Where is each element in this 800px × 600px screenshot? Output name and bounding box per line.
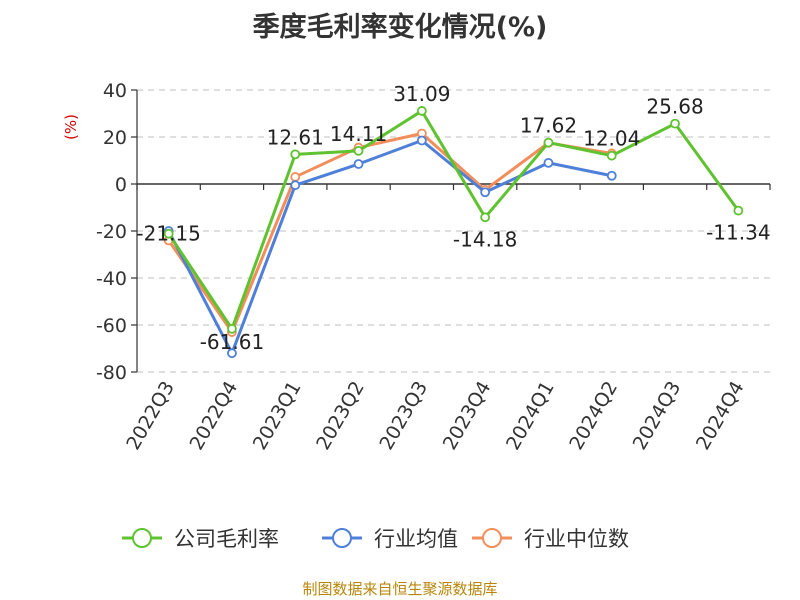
legend-label: 行业中位数 <box>524 527 629 551</box>
data-point[interactable] <box>606 150 617 161</box>
data-point[interactable] <box>416 106 427 116</box>
series-1 <box>163 135 617 359</box>
data-label: -61.61 <box>200 330 264 354</box>
data-label: 12.04 <box>583 127 640 151</box>
y-tick-label: -80 <box>96 362 127 384</box>
data-label: 17.62 <box>520 114 577 138</box>
y-tick-label: 20 <box>103 127 127 149</box>
data-point[interactable] <box>543 157 554 168</box>
x-tick-label: 2023Q4 <box>439 378 496 454</box>
data-point[interactable] <box>290 149 301 160</box>
data-label: 14.11 <box>330 122 387 146</box>
data-point[interactable] <box>227 348 237 359</box>
y-tick-label: -20 <box>96 221 127 243</box>
x-tick-label: 2023Q1 <box>249 378 306 454</box>
series-0 <box>163 106 744 334</box>
series-line <box>167 131 612 334</box>
legend-item-1[interactable]: 行业均值 <box>322 527 458 551</box>
data-point[interactable] <box>416 135 427 146</box>
x-tick-label: 2024Q3 <box>629 378 686 454</box>
legend-label: 行业均值 <box>374 527 458 551</box>
legend-circle-icon <box>482 528 502 548</box>
data-point[interactable] <box>733 205 744 216</box>
data-point[interactable] <box>353 145 364 156</box>
data-point[interactable] <box>480 212 491 223</box>
series-line <box>167 109 740 331</box>
series-line <box>167 139 613 355</box>
x-tick-label: 2022Q4 <box>186 378 243 454</box>
x-tick-label: 2024Q2 <box>565 378 622 454</box>
data-point[interactable] <box>227 323 237 334</box>
data-point[interactable] <box>290 172 301 182</box>
data-point[interactable] <box>670 118 680 129</box>
y-tick-label: -60 <box>96 315 127 337</box>
series <box>163 106 744 359</box>
data-label: 31.09 <box>393 82 450 106</box>
x-tick-label: 2023Q3 <box>375 378 432 454</box>
chart-title: 季度毛利率变化情况(%) <box>253 11 548 43</box>
data-point[interactable] <box>290 180 301 191</box>
data-point[interactable] <box>606 170 617 181</box>
data-point[interactable] <box>543 137 554 148</box>
source-note: 制图数据来自恒生聚源数据库 <box>302 580 497 598</box>
legend-label: 公司毛利率 <box>174 527 279 551</box>
data-label: 25.68 <box>646 95 703 119</box>
data-point[interactable] <box>480 187 491 198</box>
y-tick-label: -40 <box>96 268 127 290</box>
y-axis-unit: (%) <box>62 114 80 140</box>
data-point[interactable] <box>163 228 174 239</box>
y-tick-label: 40 <box>103 80 127 102</box>
legend-circle-icon <box>332 528 352 548</box>
x-tick-label: 2024Q1 <box>502 378 559 454</box>
legend-circle-icon <box>132 528 152 548</box>
x-tick-label: 2024Q4 <box>692 378 749 454</box>
data-label: -14.18 <box>453 227 517 251</box>
data-label: 12.61 <box>267 125 324 149</box>
legend[interactable]: 公司毛利率 行业均值 行业中位数 <box>122 527 629 551</box>
x-tick-label: 2022Q3 <box>122 378 179 454</box>
data-label: -11.34 <box>706 221 770 245</box>
legend-item-2[interactable]: 行业中位数 <box>472 527 629 551</box>
data-label: -21.15 <box>136 222 200 246</box>
legend-item-0[interactable]: 公司毛利率 <box>122 527 279 551</box>
y-tick-label: 0 <box>115 174 127 196</box>
data-point[interactable] <box>353 159 364 169</box>
x-tick-label: 2023Q2 <box>312 378 369 454</box>
